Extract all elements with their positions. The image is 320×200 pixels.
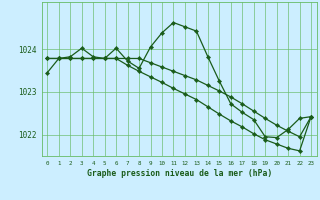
X-axis label: Graphe pression niveau de la mer (hPa): Graphe pression niveau de la mer (hPa) [87,169,272,178]
